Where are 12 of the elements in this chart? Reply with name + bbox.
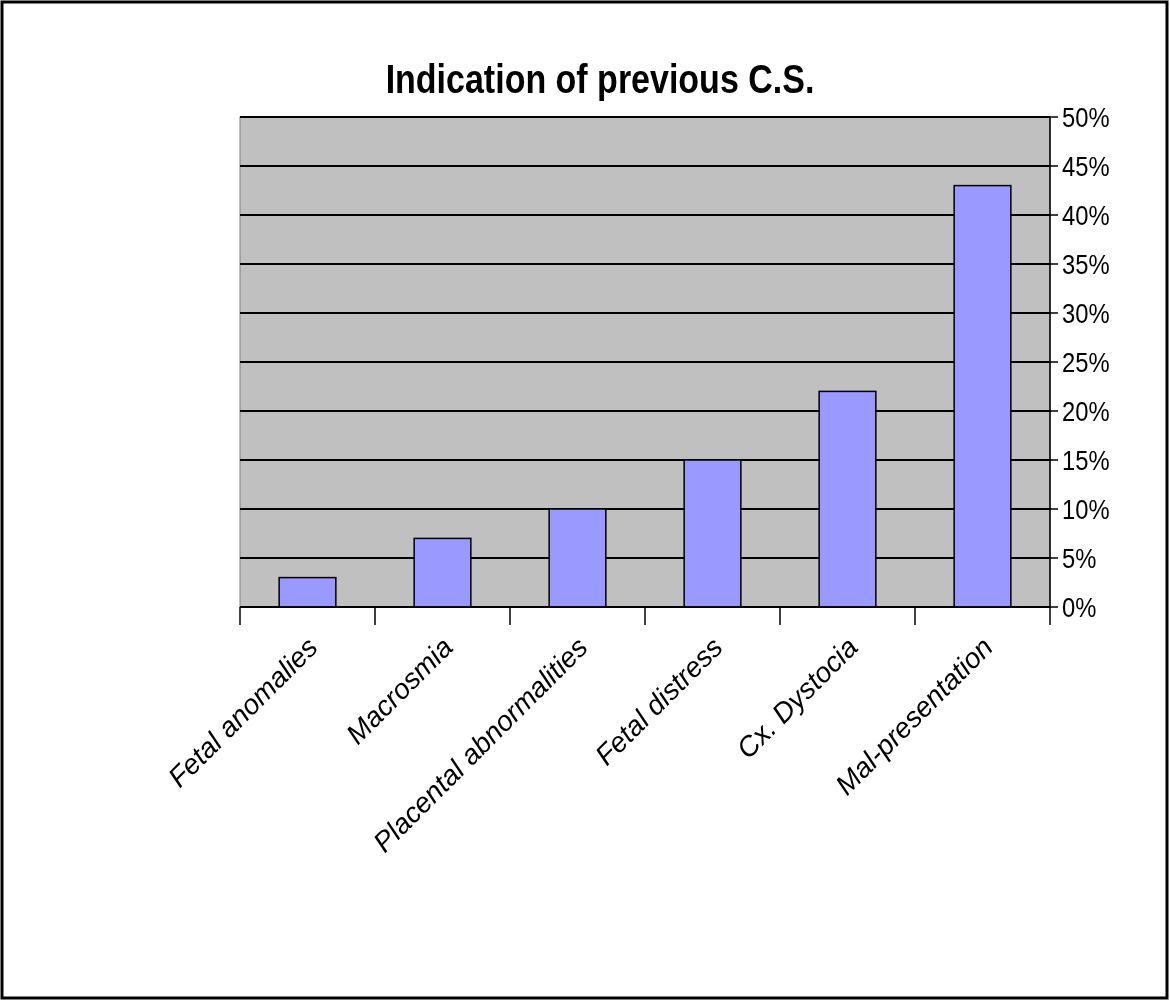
y-tick-label: 0% <box>1062 590 1097 624</box>
y-tick-label: 15% <box>1062 443 1110 477</box>
y-tick-label: 50% <box>1062 100 1110 134</box>
y-tick-label: 40% <box>1062 198 1110 232</box>
y-tick-label: 20% <box>1062 394 1110 428</box>
y-tick-label: 45% <box>1062 149 1110 183</box>
y-tick-label: 30% <box>1062 296 1110 330</box>
y-tick-label: 10% <box>1062 492 1110 526</box>
y-tick-label: 35% <box>1062 247 1110 281</box>
y-tick-label: 25% <box>1062 345 1110 379</box>
chart-title: Indication of previous C.S. <box>385 56 815 102</box>
y-tick-label: 5% <box>1062 541 1097 575</box>
